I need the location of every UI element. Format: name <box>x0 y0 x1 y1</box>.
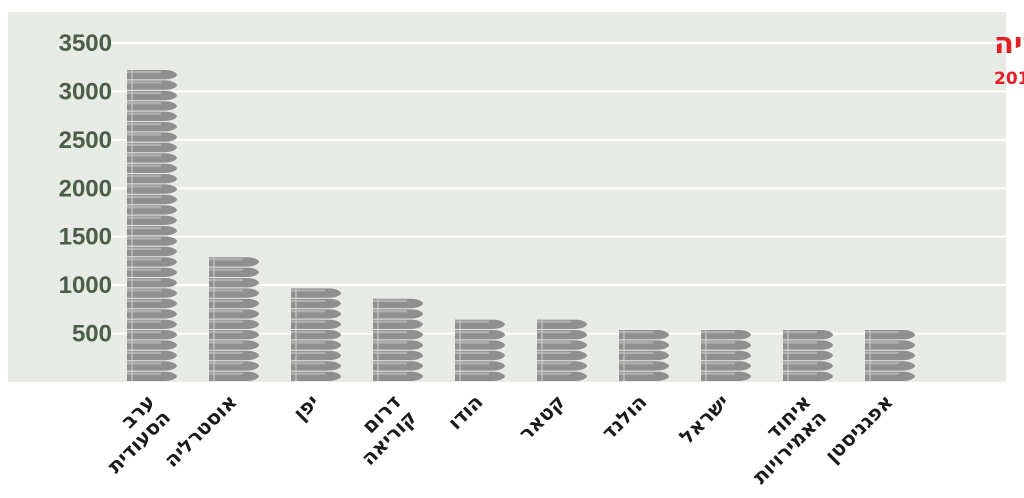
bar <box>865 330 915 381</box>
bar <box>127 70 177 381</box>
bar <box>373 298 423 381</box>
category-label: הודו <box>443 390 488 435</box>
bar <box>783 330 833 381</box>
gridlines <box>112 42 1006 335</box>
bar <box>619 330 669 381</box>
bars <box>127 70 915 381</box>
y-tick-label: 1000 <box>59 272 112 299</box>
category-label: דרוםקוריאה <box>341 390 421 470</box>
y-tick-label: 2000 <box>59 175 112 202</box>
category-label: יפן <box>288 390 323 425</box>
category-label: הולנד <box>597 390 652 445</box>
category-label: ישראל <box>674 390 733 449</box>
category-label: קטאר <box>514 390 570 446</box>
bar <box>701 330 751 381</box>
bar <box>537 319 587 381</box>
bar <box>455 319 505 381</box>
category-label: אפגניסטן <box>820 390 898 468</box>
category-label: ערבהסעודית <box>87 390 175 478</box>
y-tick-label: 3500 <box>59 30 112 57</box>
category-label: אוסטרליה <box>159 390 241 472</box>
bar <box>291 288 341 381</box>
y-tick-label: 1500 <box>59 224 112 251</box>
y-tick-label: 3000 <box>59 78 112 105</box>
y-tick-label: 2500 <box>59 127 112 154</box>
y-axis-ticks: 500 1000 1500 2000 2500 3000 3500 <box>59 30 112 348</box>
chart-subtitle: ייבוא נשק מארה"ב במיליוני דולרים, 2019 <box>994 69 1024 89</box>
y-tick-label: 500 <box>72 321 112 348</box>
category-label: איחודהאמירויות <box>732 390 831 489</box>
bar <box>209 257 259 381</box>
chart-title: צד הביקוש: הנשק האמריקני זורם לסעודיה <box>994 26 1024 60</box>
